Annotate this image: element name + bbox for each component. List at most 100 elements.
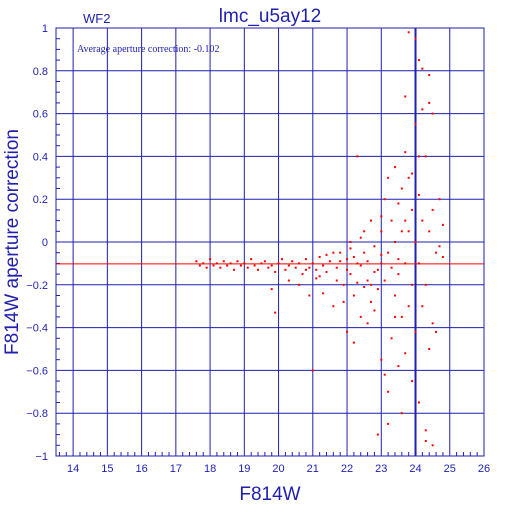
data-point [417, 59, 420, 62]
data-point [301, 273, 304, 276]
y-tick-label: 0.4 [33, 151, 48, 163]
y-tick-label: 0 [42, 237, 48, 249]
data-point [376, 433, 379, 436]
data-point [298, 283, 301, 286]
data-point [387, 176, 390, 179]
data-point [346, 330, 349, 333]
plot-frame [55, 27, 485, 457]
data-points [195, 31, 444, 447]
data-point [380, 262, 383, 265]
data-point [376, 268, 379, 271]
data-point [212, 264, 215, 267]
data-point [370, 219, 373, 222]
data-point [417, 401, 420, 404]
data-point [332, 251, 335, 254]
data-point [335, 266, 338, 269]
data-point [373, 309, 376, 312]
data-point [335, 279, 338, 282]
data-point [428, 74, 431, 77]
data-point [411, 172, 414, 175]
average-annotation: Average aperture correction: -0.102 [77, 44, 220, 55]
data-point [328, 260, 331, 263]
data-point [349, 247, 352, 250]
data-point [205, 266, 208, 269]
data-point [209, 258, 212, 261]
data-point [393, 166, 396, 169]
data-point [304, 268, 307, 271]
y-tick-label: 0.6 [33, 109, 48, 121]
x-tick-label: 21 [307, 463, 319, 475]
x-axis-label: F814W [239, 484, 300, 505]
grid-lines [56, 27, 485, 457]
y-tick-label: −0.8 [26, 408, 48, 420]
data-point [356, 262, 359, 265]
data-point [435, 251, 438, 254]
data-point [373, 245, 376, 248]
data-point [380, 215, 383, 218]
data-point [322, 292, 325, 295]
tick-labels: 14 15 16 17 18 19 20 21 22 23 24 25 26 −1 −0.8 −0.6 −0.4… [26, 23, 490, 475]
data-point [431, 208, 434, 211]
y-tick-label: 0.2 [33, 194, 48, 206]
data-point [277, 262, 280, 265]
data-point [287, 264, 290, 267]
data-point [424, 440, 427, 443]
y-tick-label: 0.8 [33, 66, 48, 78]
data-point [311, 369, 314, 372]
data-point [438, 245, 441, 248]
x-tick-label: 19 [238, 463, 250, 475]
data-point [263, 260, 266, 263]
data-point [400, 187, 403, 190]
data-point [383, 198, 386, 201]
data-point [421, 305, 424, 308]
data-point [236, 260, 239, 263]
data-point [311, 262, 314, 265]
data-point [346, 268, 349, 271]
data-point [380, 230, 383, 233]
data-point [421, 219, 424, 222]
data-point [441, 255, 444, 258]
data-point [424, 155, 427, 158]
data-point [404, 262, 407, 265]
x-tick-label: 26 [478, 463, 490, 475]
data-point [404, 95, 407, 98]
data-point [356, 155, 359, 158]
data-point [370, 283, 373, 286]
chart-title: lmc_u5ay12 [219, 6, 321, 27]
data-point [387, 422, 390, 425]
data-point [387, 251, 390, 254]
data-point [226, 264, 229, 267]
panel-label: WF2 [83, 11, 110, 26]
data-point [359, 236, 362, 239]
data-point [414, 37, 417, 40]
data-point [414, 330, 417, 333]
data-point [393, 241, 396, 243]
data-point [352, 294, 355, 297]
x-tick-label: 20 [272, 463, 284, 475]
data-point [287, 279, 290, 282]
data-point [291, 260, 294, 263]
data-point [363, 251, 366, 254]
data-point [397, 202, 400, 205]
x-tick-label: 15 [101, 463, 113, 475]
data-point [346, 258, 349, 261]
data-point [349, 273, 352, 276]
data-point [274, 270, 277, 273]
data-point [274, 311, 277, 314]
data-point [222, 260, 225, 263]
data-point [411, 283, 414, 286]
data-point [417, 155, 420, 158]
data-point [359, 315, 362, 318]
data-point [424, 283, 427, 286]
data-point [270, 264, 273, 267]
data-point [366, 260, 369, 263]
data-point [417, 262, 420, 265]
data-point [400, 412, 403, 415]
data-point [390, 266, 393, 269]
y-axis-label: F814W aperture correction [2, 129, 23, 355]
x-tick-label: 16 [135, 463, 147, 475]
data-point [280, 258, 283, 261]
data-point [370, 300, 373, 303]
data-point [431, 322, 434, 325]
data-point [322, 264, 325, 267]
